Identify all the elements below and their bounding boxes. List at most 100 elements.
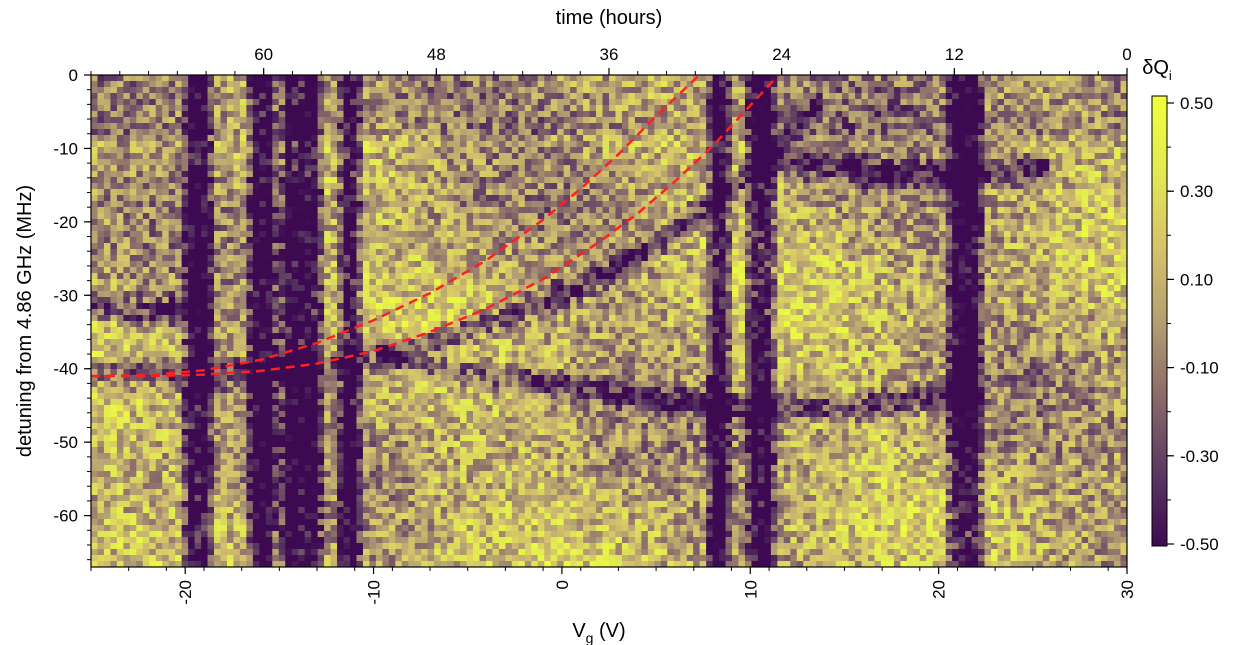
heatmap-cell — [317, 171, 325, 178]
heatmap-cell — [434, 399, 442, 406]
heatmap-cell — [330, 297, 338, 304]
heatmap-cell — [110, 225, 118, 232]
heatmap-cell — [343, 345, 351, 352]
heatmap-cell — [453, 531, 461, 538]
heatmap-cell — [479, 279, 487, 286]
heatmap-cell — [440, 363, 448, 370]
heatmap-cell — [408, 87, 416, 94]
heatmap-cell — [317, 249, 325, 256]
heatmap-cell — [298, 477, 306, 484]
heatmap-cell — [97, 135, 105, 142]
heatmap-cell — [103, 99, 112, 106]
heatmap-cell — [421, 561, 429, 567]
heatmap-cell — [259, 93, 267, 100]
heatmap-cell — [362, 141, 371, 148]
heatmap-cell — [285, 291, 293, 298]
heatmap-cell — [136, 369, 144, 376]
heatmap-cell — [162, 117, 170, 124]
heatmap-cell — [278, 285, 286, 292]
heatmap-cell — [162, 435, 170, 442]
heatmap-cell — [434, 147, 442, 154]
heatmap-cell — [479, 123, 487, 130]
heatmap-cell — [233, 207, 241, 214]
heatmap-cell — [382, 309, 390, 316]
heatmap-cell — [272, 243, 280, 250]
heatmap-cell — [265, 345, 273, 352]
heatmap-cell — [330, 471, 338, 478]
heatmap-cell — [252, 273, 260, 280]
heatmap-cell — [149, 555, 157, 562]
heatmap-cell — [343, 393, 351, 400]
heatmap-cell — [330, 423, 338, 430]
heatmap-cell — [369, 483, 377, 490]
heatmap-cell — [201, 441, 209, 448]
heatmap-cell — [362, 513, 371, 520]
heatmap-cell — [278, 267, 286, 274]
heatmap-cell — [369, 345, 377, 352]
heatmap-cell — [434, 165, 442, 172]
heatmap-cell — [162, 555, 170, 562]
heatmap-cell — [278, 387, 286, 394]
heatmap-cell — [91, 411, 99, 418]
heatmap-cell — [291, 75, 299, 82]
heatmap-cell — [479, 369, 487, 376]
heatmap-cell — [460, 243, 468, 250]
heatmap-cell — [317, 357, 325, 364]
heatmap-cell — [214, 141, 222, 148]
heatmap-cell — [259, 453, 267, 460]
heatmap-cell — [466, 261, 474, 268]
heatmap-cell — [149, 303, 157, 310]
heatmap-cell — [414, 183, 422, 190]
heatmap-cell — [123, 291, 131, 298]
heatmap-cell — [110, 207, 118, 214]
heatmap-cell — [395, 447, 403, 454]
heatmap-cell — [175, 453, 183, 460]
heatmap-cell — [291, 387, 299, 394]
heatmap-cell — [265, 441, 273, 448]
heatmap-cell — [304, 387, 312, 394]
heatmap-cell — [434, 375, 442, 382]
heatmap-cell — [239, 75, 247, 82]
heatmap-cell — [129, 291, 137, 298]
heatmap-cell — [453, 171, 461, 178]
heatmap-cell — [259, 231, 267, 238]
heatmap-cell — [395, 117, 403, 124]
heatmap-cell — [233, 381, 241, 388]
heatmap-cell — [330, 327, 338, 334]
heatmap-cell — [136, 519, 144, 526]
heatmap-cell — [168, 321, 176, 328]
heatmap-cell — [317, 543, 325, 550]
heatmap-cell — [214, 459, 222, 466]
heatmap-cell — [388, 459, 396, 466]
heatmap-cell — [91, 519, 99, 526]
heatmap-cell — [246, 543, 254, 550]
heatmap-cell — [162, 327, 170, 334]
heatmap-cell — [136, 75, 144, 82]
heatmap-cell — [116, 519, 124, 526]
heatmap-cell — [252, 111, 260, 118]
heatmap-cell — [350, 93, 358, 100]
heatmap-cell — [97, 459, 105, 466]
heatmap-cell — [317, 219, 325, 226]
heatmap-cell — [259, 159, 267, 166]
heatmap-cell — [401, 153, 409, 160]
heatmap-cell — [239, 285, 247, 292]
heatmap-cell — [369, 207, 377, 214]
heatmap-cell — [479, 513, 487, 520]
heatmap-cell — [350, 267, 358, 274]
heatmap-cell — [298, 279, 306, 286]
heatmap-cell — [207, 129, 215, 136]
heatmap-cell — [97, 417, 105, 424]
heatmap-cell — [168, 507, 176, 514]
heatmap-cell — [233, 135, 241, 142]
heatmap-cell — [460, 165, 468, 172]
heatmap-cell — [246, 519, 254, 526]
heatmap-cell — [123, 501, 131, 508]
heatmap-cell — [116, 543, 124, 550]
heatmap-cell — [220, 549, 228, 556]
heatmap-cell — [97, 513, 105, 520]
heatmap-cell — [91, 549, 99, 556]
heatmap-cell — [129, 513, 137, 520]
heatmap-cell — [259, 393, 267, 400]
heatmap-cell — [214, 399, 222, 406]
